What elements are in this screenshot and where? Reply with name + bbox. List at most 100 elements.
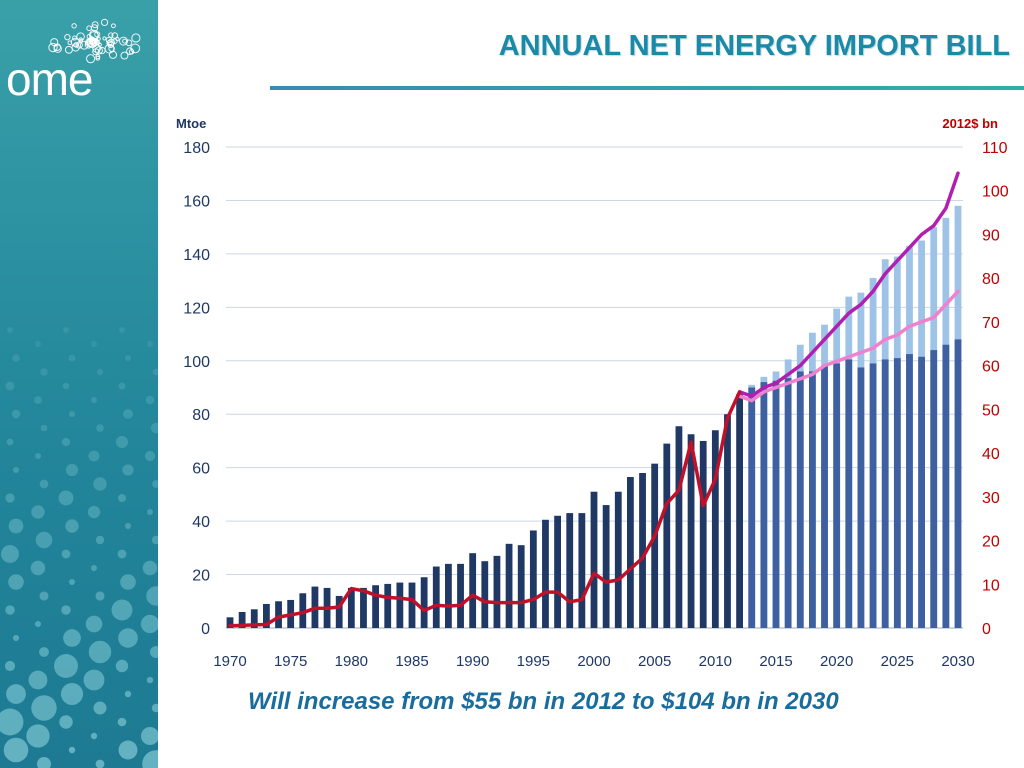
- bubble-dot: [96, 424, 104, 432]
- logo-dot: [105, 36, 113, 44]
- slide-title: ANNUAL NET ENERGY IMPORT BILL: [498, 30, 1010, 62]
- historical-bar: [711, 430, 719, 628]
- logo-dot: [115, 37, 120, 42]
- historical-bar: [432, 566, 440, 628]
- bubble-dot: [93, 701, 107, 715]
- bubble-dot: [65, 519, 79, 533]
- projected-bar-low: [918, 356, 925, 628]
- bubble-dot: [11, 409, 21, 419]
- bubble-dot: [150, 646, 158, 658]
- bubble-dot: [118, 382, 126, 390]
- bubble-dot: [68, 746, 76, 754]
- historical-bar: [238, 611, 246, 628]
- bubble-dot: [34, 620, 42, 627]
- bubble-dot: [150, 422, 158, 434]
- historical-bar: [639, 473, 646, 628]
- projected-bar-low: [809, 371, 816, 628]
- historical-bar: [724, 414, 731, 628]
- logo-dot: [126, 47, 134, 55]
- bill-lines: [228, 171, 960, 628]
- bubble-dot: [1, 545, 19, 563]
- bubble-dot: [7, 327, 13, 333]
- x-tick-label: 2010: [699, 653, 732, 670]
- bubble-dot: [142, 750, 158, 768]
- slide-subtitle: Will increase from $55 bn in 2012 to $10…: [248, 688, 839, 715]
- bubble-dot: [39, 479, 49, 489]
- bubble-dot: [88, 450, 100, 462]
- bubble-dot: [123, 409, 133, 419]
- bubble-dot: [6, 684, 26, 704]
- projected-bar-low: [845, 359, 853, 628]
- bubble-dot: [116, 436, 128, 448]
- bubble-dot: [58, 490, 74, 506]
- bubble-dot: [34, 452, 42, 460]
- bubble-dot: [146, 676, 154, 684]
- x-tick-label: 2025: [881, 653, 914, 670]
- x-tick-label: 2030: [941, 653, 974, 670]
- bubble-dot: [124, 354, 132, 362]
- historical-bar: [699, 440, 707, 628]
- historical-bar: [372, 585, 379, 628]
- logo-dot: [120, 51, 129, 60]
- logo-dot: [76, 32, 85, 41]
- bubble-dot: [36, 756, 52, 768]
- logo-dot: [86, 54, 96, 64]
- bubble-dot: [40, 424, 48, 432]
- bubble-dot: [95, 535, 105, 545]
- bubble-dot: [145, 395, 155, 405]
- x-tick-label: 1970: [213, 653, 246, 670]
- bubble-dot: [144, 450, 156, 462]
- bubble-dot: [117, 717, 127, 727]
- bubble-dot: [95, 591, 105, 601]
- right-axis-ticks: 0 10 20 30 40 50 60 70 80 90 100 110: [982, 140, 1009, 638]
- bubble-dot: [8, 518, 24, 534]
- bubble-dot: [59, 715, 73, 729]
- right-tick-label: 60: [982, 359, 1000, 376]
- bubble-dot: [0, 708, 24, 736]
- bubble-dot: [5, 381, 15, 391]
- logo-dot: [130, 43, 141, 54]
- bubble-dot: [118, 628, 138, 648]
- x-tick-label: 1975: [274, 653, 307, 670]
- logo-dot: [108, 45, 115, 52]
- bubble-dot: [151, 703, 158, 713]
- logo-dot: [84, 40, 93, 49]
- bubble-dot: [122, 464, 134, 476]
- x-tick-label: 2005: [638, 653, 671, 670]
- left-tick-label: 20: [192, 568, 210, 585]
- projected-bar-low: [772, 380, 780, 628]
- bubble-dot: [39, 647, 49, 657]
- bubble-dot: [8, 574, 24, 590]
- historical-bar: [347, 587, 355, 628]
- left-tick-label: 120: [183, 300, 210, 317]
- historical-bar: [602, 505, 610, 628]
- left-tick-label: 100: [183, 354, 210, 371]
- right-tick-label: 100: [982, 184, 1009, 201]
- historical-bar: [542, 519, 549, 628]
- bubble-dot: [85, 615, 103, 633]
- historical-bar: [408, 582, 416, 628]
- projected-bar-low: [869, 363, 877, 628]
- low-bill-line: [737, 289, 960, 403]
- bubble-dot: [117, 493, 127, 503]
- bubble-dot: [93, 477, 107, 491]
- bubble-dot: [61, 437, 71, 447]
- bubble-dot: [31, 695, 57, 721]
- right-tick-label: 30: [982, 490, 1000, 507]
- historical-bar: [517, 545, 525, 628]
- bubble-dot: [68, 354, 76, 362]
- logo-dot: [64, 33, 71, 41]
- bubble-dot: [34, 396, 42, 404]
- bubble-dot: [35, 341, 41, 347]
- brand-logo: ome: [6, 53, 93, 105]
- bubble-dot: [146, 508, 154, 515]
- historical-bar: [263, 603, 270, 628]
- historical-bar: [469, 553, 477, 628]
- bubble-dot: [115, 659, 129, 673]
- bubble-dot: [95, 759, 105, 768]
- projected-bar-low: [857, 367, 865, 628]
- projected-bar-low: [893, 358, 901, 628]
- historical-bar: [384, 583, 392, 628]
- projected-bar-low: [954, 339, 962, 628]
- historical-bar: [651, 463, 659, 628]
